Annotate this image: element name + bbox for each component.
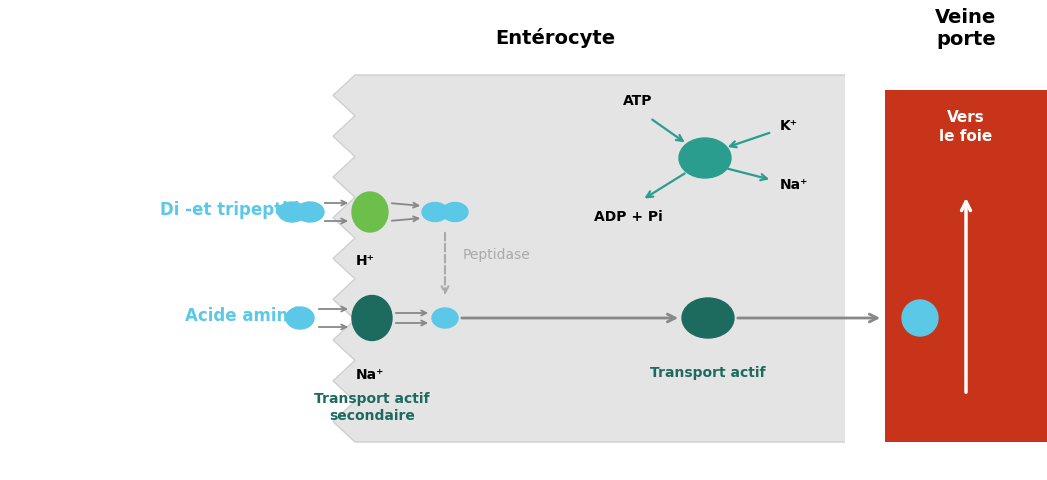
Text: ADP + Pi: ADP + Pi: [594, 210, 663, 224]
Ellipse shape: [286, 307, 314, 329]
Ellipse shape: [352, 296, 392, 340]
Ellipse shape: [903, 300, 938, 336]
Text: ATP: ATP: [623, 94, 652, 108]
Ellipse shape: [352, 192, 388, 232]
Text: Veine
porte: Veine porte: [935, 8, 997, 49]
Ellipse shape: [279, 202, 306, 222]
Bar: [885, 90, 1047, 442]
Text: K⁺: K⁺: [780, 119, 798, 133]
Text: Di -et tripeptides: Di -et tripeptides: [160, 201, 320, 219]
Text: Vers
le foie: Vers le foie: [939, 110, 993, 144]
Ellipse shape: [432, 308, 458, 328]
Text: Peptidase: Peptidase: [463, 248, 531, 262]
Text: Transport actif
secondaire: Transport actif secondaire: [314, 392, 429, 423]
Text: H⁺: H⁺: [356, 254, 375, 268]
Text: Entérocyte: Entérocyte: [495, 28, 615, 48]
Ellipse shape: [442, 203, 468, 221]
Text: Transport actif: Transport actif: [650, 366, 765, 380]
Ellipse shape: [422, 203, 448, 221]
Ellipse shape: [680, 138, 731, 178]
Text: Acide aminé: Acide aminé: [185, 307, 299, 325]
Ellipse shape: [296, 202, 324, 222]
Text: Na⁺: Na⁺: [356, 368, 384, 382]
PathPatch shape: [333, 75, 845, 442]
Text: Na⁺: Na⁺: [780, 178, 808, 192]
Ellipse shape: [682, 298, 734, 338]
